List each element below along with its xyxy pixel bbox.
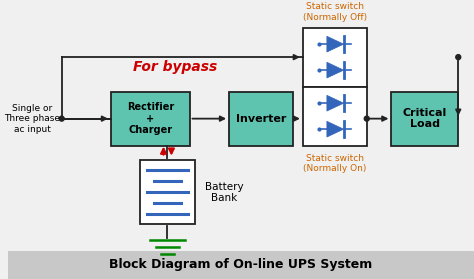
Text: Battery
Bank: Battery Bank <box>205 182 243 203</box>
Text: Static switch
(Normally Off): Static switch (Normally Off) <box>303 2 367 21</box>
Bar <box>303 87 367 146</box>
Text: For bypass: For bypass <box>133 60 217 74</box>
Polygon shape <box>327 121 344 137</box>
Circle shape <box>365 116 369 121</box>
Text: Block Diagram of On-line UPS System: Block Diagram of On-line UPS System <box>109 258 373 271</box>
Text: Rectifier
+
Charger: Rectifier + Charger <box>127 102 174 135</box>
Polygon shape <box>327 95 344 111</box>
Circle shape <box>59 116 64 121</box>
Text: Critical
Load: Critical Load <box>403 108 447 129</box>
Polygon shape <box>327 36 344 52</box>
Bar <box>8 251 474 278</box>
Bar <box>140 160 194 224</box>
Bar <box>303 28 367 87</box>
Bar <box>229 92 293 146</box>
Text: Inverter: Inverter <box>236 114 286 124</box>
Bar <box>111 92 190 146</box>
Text: Static switch
(Normally On): Static switch (Normally On) <box>303 154 366 173</box>
Polygon shape <box>327 62 344 78</box>
Text: Single or
Three phase
ac input: Single or Three phase ac input <box>4 104 60 134</box>
Circle shape <box>456 55 461 60</box>
Bar <box>392 92 458 146</box>
